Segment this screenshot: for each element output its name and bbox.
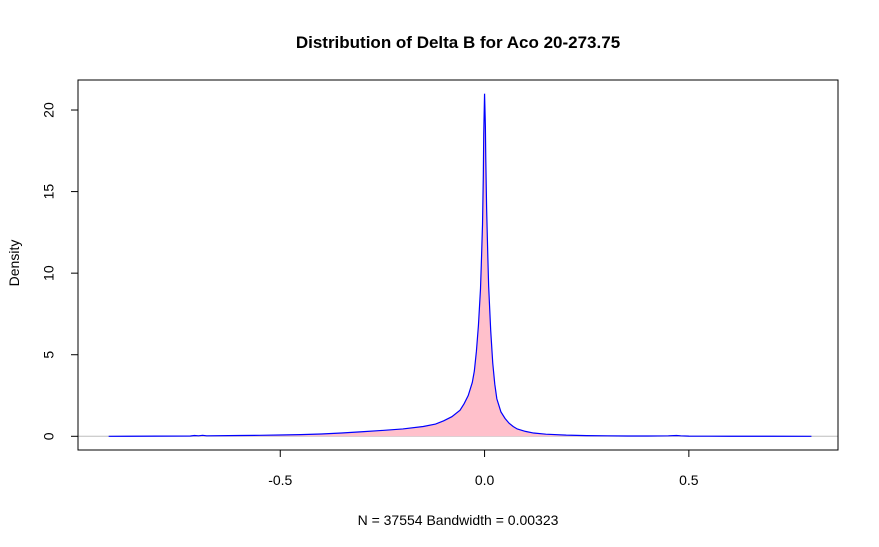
y-tick-label: 5 (41, 351, 57, 359)
y-tick-label: 0 (41, 432, 57, 440)
density-fill (108, 93, 812, 437)
y-axis-label: Density (6, 240, 22, 287)
x-tick-label: 0.5 (679, 472, 699, 488)
x-tick-label: -0.5 (268, 472, 292, 488)
density-line (108, 93, 812, 437)
chart-title: Distribution of Delta B for Aco 20-273.7… (296, 33, 620, 52)
x-axis: -0.5 0.0 0.5 (268, 449, 699, 488)
y-tick-label: 10 (41, 265, 57, 281)
plot-box (77, 79, 839, 451)
y-tick-label: 20 (41, 102, 57, 118)
y-axis: 0 5 10 15 20 (41, 102, 79, 440)
plot-area (77, 79, 839, 451)
y-tick-label: 15 (41, 184, 57, 200)
x-axis-label: N = 37554 Bandwidth = 0.00323 (358, 512, 559, 528)
x-tick-label: 0.0 (475, 472, 495, 488)
